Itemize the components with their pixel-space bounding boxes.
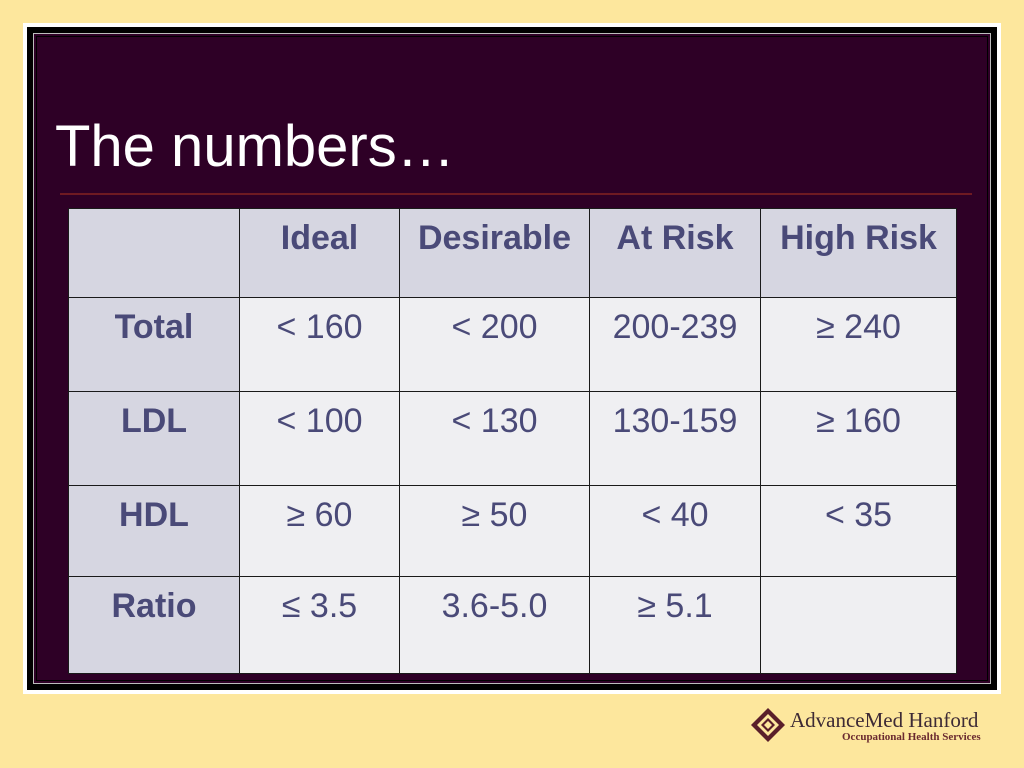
table-cell: ≥ 60 xyxy=(239,485,400,577)
table-cell: ≥ 240 xyxy=(760,297,957,392)
logo-company-name: AdvanceMed Hanford xyxy=(790,708,979,732)
table-cell xyxy=(760,576,957,674)
table-cell: ≥ 160 xyxy=(760,391,957,486)
table-row: Total < 160 < 200 200-239 ≥ 240 xyxy=(68,297,957,392)
company-logo: AdvanceMed Hanford Occupational Health S… xyxy=(750,707,981,747)
table-row: Ratio ≤ 3.5 3.6-5.0 ≥ 5.1 xyxy=(68,576,957,674)
table-cell: 3.6-5.0 xyxy=(399,576,590,674)
table-header-row: Ideal Desirable At Risk High Risk xyxy=(68,208,957,298)
table-cell: < 100 xyxy=(239,391,400,486)
table-cell: < 160 xyxy=(239,297,400,392)
table-row: LDL < 100 < 130 130-159 ≥ 160 xyxy=(68,391,957,486)
slide-title: The numbers… xyxy=(55,114,455,179)
table-cell: ≤ 3.5 xyxy=(239,576,400,674)
cholesterol-table: Ideal Desirable At Risk High Risk Total … xyxy=(68,208,957,674)
row-label-ldl: LDL xyxy=(68,391,240,486)
title-divider xyxy=(60,193,972,195)
table-cell: < 35 xyxy=(760,485,957,577)
table-cell: 130-159 xyxy=(589,391,761,486)
table-cell: < 200 xyxy=(399,297,590,392)
row-label-hdl: HDL xyxy=(68,485,240,577)
table-cell: < 130 xyxy=(399,391,590,486)
header-cell-at-risk: At Risk xyxy=(589,208,761,298)
header-cell-desirable: Desirable xyxy=(399,208,590,298)
header-cell-corner xyxy=(68,208,240,298)
row-label-total: Total xyxy=(68,297,240,392)
row-label-ratio: Ratio xyxy=(68,576,240,674)
logo-tagline: Occupational Health Services xyxy=(842,731,981,743)
header-cell-high-risk: High Risk xyxy=(760,208,957,298)
table-cell: ≥ 50 xyxy=(399,485,590,577)
table-row: HDL ≥ 60 ≥ 50 < 40 < 35 xyxy=(68,485,957,577)
table-cell: < 40 xyxy=(589,485,761,577)
table-cell: ≥ 5.1 xyxy=(589,576,761,674)
table-cell: 200-239 xyxy=(589,297,761,392)
diamond-logo-icon xyxy=(751,708,785,742)
header-cell-ideal: Ideal xyxy=(239,208,400,298)
